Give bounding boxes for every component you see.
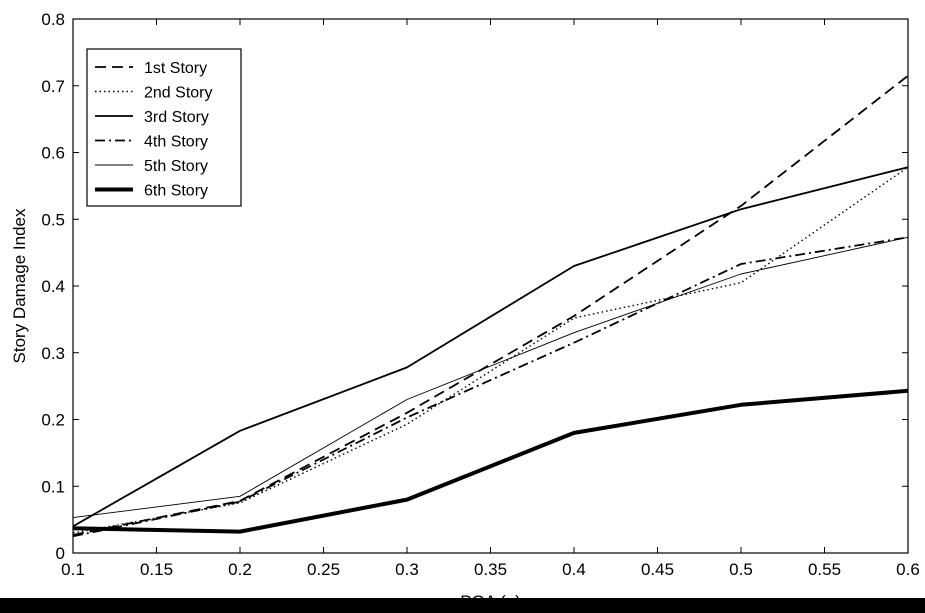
series-line-6: [72, 388, 909, 534]
y-axis-title: Story Damage Index: [10, 208, 29, 363]
x-tick-label: 0.55: [808, 560, 841, 579]
x-tick-label: 0.4: [562, 560, 586, 579]
y-tick-label: 0: [56, 544, 65, 563]
x-tick-label: 0.45: [641, 560, 674, 579]
y-axis-ticks: 0 0.1 0.2 0.3 0.4 0.5 0.6 0.7 0.8: [41, 10, 908, 563]
legend-label: 5th Story: [144, 158, 208, 175]
y-tick-label: 0.5: [41, 210, 65, 229]
x-tick-label: 0.15: [140, 560, 173, 579]
legend-label: 6th Story: [144, 183, 208, 200]
series-line-5: [72, 236, 909, 519]
x-tick-label: 0.2: [228, 560, 252, 579]
y-tick-label: 0.6: [41, 144, 65, 163]
y-tick-label: 0.8: [41, 10, 65, 29]
legend: 1st Story 2nd Story 3rd Story 4th Story 5th …: [86, 48, 242, 207]
x-tick-label: 0.6: [896, 560, 920, 579]
legend-label: 1st Story: [144, 60, 207, 77]
y-tick-label: 0.3: [41, 344, 65, 363]
x-tick-label: 0.1: [61, 560, 85, 579]
x-tick-label: 0.25: [307, 560, 340, 579]
series-layer: [72, 74, 909, 538]
y-tick-label: 0.2: [41, 411, 65, 430]
y-tick-label: 0.7: [41, 77, 65, 96]
x-tick-label: 0.5: [729, 560, 753, 579]
legend-box: [86, 48, 242, 207]
bottom-black-bar: [0, 598, 925, 613]
x-axis-ticks: 0.1 0.15 0.2 0.25 0.3 0.35 0.4 0.45 0.5 0.55 0.6: [61, 19, 920, 579]
series-line-3: [72, 166, 909, 528]
y-tick-label: 0.1: [41, 477, 65, 496]
x-tick-label: 0.3: [395, 560, 419, 579]
legend-label: 3rd Story: [144, 109, 209, 126]
x-tick-label: 0.35: [474, 560, 507, 579]
legend-label: 2nd Story: [144, 85, 212, 102]
series-line-4: [72, 236, 909, 538]
legend-label: 4th Story: [144, 134, 208, 151]
series-line-2: [72, 166, 909, 534]
y-tick-label: 0.4: [41, 277, 65, 296]
